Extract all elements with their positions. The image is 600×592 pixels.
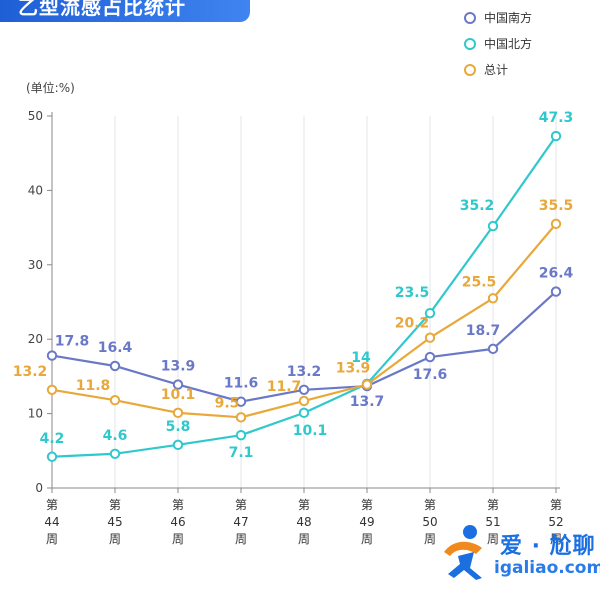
series-point-1-0 xyxy=(46,451,58,462)
series-point-0-7 xyxy=(487,343,499,355)
data-label-2-3: 9.5 xyxy=(215,395,240,411)
data-label-2-0: 13.2 xyxy=(13,364,48,380)
data-label-1-1: 4.6 xyxy=(103,428,128,444)
data-label-1-7: 35.2 xyxy=(460,198,495,214)
series-point-1-8 xyxy=(550,130,562,142)
x-tick-label-1-0: 第 xyxy=(109,498,121,512)
y-tick-label-40: 40 xyxy=(28,183,43,197)
series-point-0-6 xyxy=(424,351,436,363)
x-tick-label-5-1: 49 xyxy=(359,515,374,529)
data-label-0-8: 26.4 xyxy=(539,266,574,282)
x-tick-label-4-1: 48 xyxy=(296,515,311,529)
legend-marker-1 xyxy=(464,38,476,50)
series-point-1-4 xyxy=(298,407,310,419)
x-tick-label-1-1: 45 xyxy=(107,515,122,529)
x-tick-label-2-1: 46 xyxy=(170,515,185,529)
legend-marker-0 xyxy=(464,12,476,24)
series-point-0-2 xyxy=(172,379,184,390)
x-tick-label-5-0: 第 xyxy=(361,498,373,512)
data-label-2-5: 13.9 xyxy=(336,361,371,377)
x-tick-label-4-0: 第 xyxy=(298,498,310,512)
data-label-1-3: 7.1 xyxy=(229,445,254,461)
series-point-2-8 xyxy=(550,218,562,230)
series-point-0-8 xyxy=(550,286,562,297)
data-label-2-2: 10.1 xyxy=(161,387,196,403)
series-point-2-1 xyxy=(109,395,121,406)
runner-logo-icon xyxy=(444,525,482,580)
x-tick-label-6-1: 50 xyxy=(422,515,437,529)
data-label-2-7: 25.5 xyxy=(462,274,497,290)
series-point-0-1 xyxy=(109,360,121,372)
chart-title: 乙型流感占比统计 xyxy=(18,0,186,19)
x-tick-label-3-2: 周 xyxy=(235,532,247,546)
data-label-2-8: 35.5 xyxy=(539,198,574,214)
x-tick-label-8-0: 第 xyxy=(550,498,562,512)
x-tick-label-5-2: 周 xyxy=(361,532,373,546)
data-label-0-5: 13.7 xyxy=(350,394,385,410)
data-label-1-0: 4.2 xyxy=(40,431,65,447)
y-tick-label-20: 20 xyxy=(28,332,43,346)
y-tick-label-10: 10 xyxy=(28,407,43,421)
watermark-url: igaliao.com xyxy=(494,558,600,578)
series-point-2-4 xyxy=(298,395,310,407)
series-point-1-2 xyxy=(172,439,184,451)
x-tick-label-8-2: 周 xyxy=(550,532,562,546)
y-tick-label-50: 50 xyxy=(28,109,43,123)
data-label-2-1: 11.8 xyxy=(76,378,111,394)
series-point-0-0 xyxy=(46,350,58,361)
series-point-0-4 xyxy=(298,384,310,395)
series-point-1-1 xyxy=(109,448,121,459)
data-label-0-3: 11.6 xyxy=(224,376,259,392)
data-label-0-4: 13.2 xyxy=(287,364,322,380)
unit-label: (单位:%) xyxy=(26,80,75,95)
x-tick-label-6-0: 第 xyxy=(424,498,436,512)
watermark: 爱 · 尬聊 igaliao.com xyxy=(436,520,600,586)
legend-label-1: 中国北方 xyxy=(484,36,532,51)
x-tick-label-0-1: 44 xyxy=(44,515,59,529)
data-label-1-2: 5.8 xyxy=(166,419,191,435)
x-tick-label-2-0: 第 xyxy=(172,498,184,512)
data-label-1-6: 23.5 xyxy=(395,285,430,301)
series-point-2-2 xyxy=(172,407,184,419)
series-point-1-3 xyxy=(235,429,247,441)
data-label-1-4: 10.1 xyxy=(293,423,328,439)
series-point-2-3 xyxy=(235,412,247,423)
series-point-0-3 xyxy=(235,396,247,407)
legend-label-2: 总计 xyxy=(484,63,508,77)
legend-label-0: 中国南方 xyxy=(484,10,532,25)
x-tick-label-0-0: 第 xyxy=(46,498,58,512)
x-tick-label-3-1: 47 xyxy=(233,515,248,529)
x-tick-label-8-1: 52 xyxy=(548,515,563,529)
data-label-2-6: 20.2 xyxy=(395,316,430,332)
x-tick-label-4-2: 周 xyxy=(298,532,310,546)
series-point-1-6 xyxy=(424,307,436,319)
series-point-2-5 xyxy=(361,379,373,390)
data-label-1-8: 47.3 xyxy=(539,110,574,126)
data-label-0-2: 13.9 xyxy=(161,359,196,375)
x-tick-label-7-0: 第 xyxy=(487,498,499,512)
series-point-1-7 xyxy=(487,220,499,232)
x-tick-label-1-2: 周 xyxy=(109,532,121,546)
series-point-2-7 xyxy=(487,293,499,304)
series-point-2-0 xyxy=(46,384,58,395)
x-tick-label-2-2: 周 xyxy=(172,532,184,546)
watermark-brand: 爱 · 尬聊 xyxy=(500,534,596,559)
data-label-2-4: 11.7 xyxy=(267,379,302,395)
x-tick-label-6-2: 周 xyxy=(424,532,436,546)
x-tick-label-3-0: 第 xyxy=(235,498,247,512)
header-band: 乙型流感占比统计 xyxy=(0,0,250,22)
data-label-0-0: 17.8 xyxy=(55,334,90,350)
x-tick-label-7-2: 周 xyxy=(487,532,499,546)
y-tick-label-0: 0 xyxy=(35,481,43,495)
series-point-2-6 xyxy=(424,332,436,343)
data-label-0-6: 17.6 xyxy=(413,367,448,383)
x-tick-label-0-2: 周 xyxy=(46,532,58,546)
x-tick-label-7-1: 51 xyxy=(485,515,500,529)
data-label-1-5: 14 xyxy=(351,350,371,366)
data-label-0-1: 16.4 xyxy=(98,340,133,356)
data-label-0-7: 18.7 xyxy=(466,323,501,339)
legend-marker-2 xyxy=(464,64,476,76)
y-tick-label-30: 30 xyxy=(28,258,43,272)
